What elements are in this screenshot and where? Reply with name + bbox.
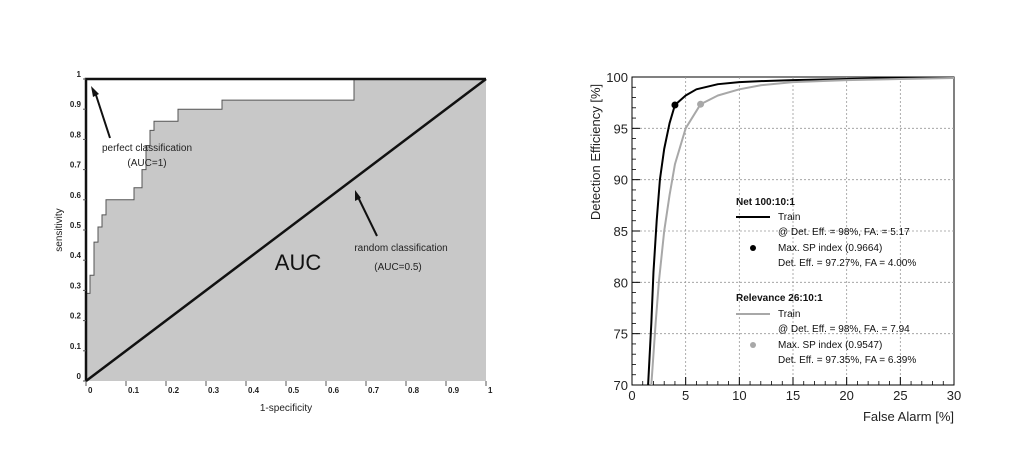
roc-y-tick-label: 0.4 [70,251,82,260]
roc-y-tick-label: 0.5 [70,221,82,230]
legend-group2-line-detail: @ Det. Eff. = 98%, FA. = 7.94 [778,324,910,335]
roc-x-axis-label: 1-specificity [260,403,312,414]
roc-y-tick-label: 0.9 [70,100,82,109]
det-x-tick-label: 30 [947,388,961,403]
perfect-annotation-line2: (AUC=1) [127,158,166,169]
roc-x-tick-label: 0.5 [288,386,300,395]
roc-x-tick-label: 0.4 [248,386,260,395]
roc-empirical-curve [85,78,486,381]
det-y-tick-label: 85 [614,224,628,239]
det-y-tick-label: 80 [614,275,628,290]
det-relevance-maxsp-point [697,100,705,108]
perfect-annotation-arrow [94,91,111,139]
roc-y-tick-label: 0.3 [70,281,82,290]
det-x-tick-label: 25 [893,388,907,403]
det-legend: Net 100:10:1 Train @ Det. Eff. = 98%, FA… [736,197,916,366]
roc-y-tick-label: 0.6 [70,191,82,200]
legend-group2-marker-detail: Det. Eff. = 97.35%, FA = 6.39% [778,355,916,366]
perfect-annotation-arrowhead [91,86,99,97]
roc-y-tick-label: 0.2 [70,312,82,321]
auc-area-label: AUC [275,250,322,275]
det-y-tick-label: 70 [614,378,628,393]
det-x-tick-label: 10 [732,388,746,403]
det-net-curve [647,76,955,386]
roc-x-tick-label: 0.3 [208,386,220,395]
roc-y-axis-label: sensitivity [54,208,65,251]
legend-group1-title: Net 100:10:1 [736,197,795,208]
legend-group1-marker-swatch [750,245,756,251]
roc-x-tick-label: 0 [88,386,93,395]
roc-y-tick-label: 0 [77,372,82,381]
det-net-maxsp-point [671,101,679,109]
det-y-tick-label: 100 [606,70,628,85]
roc-x-tick-label: 0.8 [408,386,420,395]
roc-x-tick-label: 0.7 [368,386,380,395]
legend-group1-line-label: Train [778,212,800,223]
legend-group2-line-label: Train [778,309,800,320]
legend-group2-marker-swatch [750,342,756,348]
roc-y-tick-label: 0.8 [70,130,82,139]
random-annotation-arrowhead [355,190,361,201]
roc-y-tick-label: 0.1 [70,342,82,351]
roc-random-line [85,78,487,382]
legend-group2-marker-label: Max. SP index (0.9547) [778,340,882,351]
roc-y-tick-label: 0.7 [70,161,82,170]
random-annotation-line2: (AUC=0.5) [374,262,422,273]
detection-efficiency-chart: 0 5 10 15 20 25 30 70 75 80 85 90 95 100 False Alarm … [588,70,961,424]
det-y-axis-label: Detection Efficiency [%] [588,84,603,220]
roc-chart: 0 0.1 0.2 0.3 0.4 0.5 0.6 0.7 0.8 0.9 1 0 0.1 0.2 0.3 0… [54,70,493,414]
det-y-tick-label: 90 [614,173,628,188]
det-x-tick-label: 15 [786,388,800,403]
roc-x-tick-label: 0.2 [168,386,180,395]
roc-x-tick-label: 0.1 [128,386,140,395]
det-x-tick-label: 20 [839,388,853,403]
det-x-axis-label: False Alarm [%] [863,409,954,424]
legend-group1-marker-label: Max. SP index (0.9664) [778,243,882,254]
roc-x-tick-label: 0.6 [328,386,340,395]
det-y-tick-label: 75 [614,327,628,342]
det-y-tick-label: 95 [614,121,628,136]
det-x-tick-label: 0 [628,388,635,403]
roc-y-tick-label: 1 [77,70,82,79]
random-annotation-line1: random classification [354,243,447,254]
legend-group1-marker-detail: Det. Eff. = 97.27%, FA = 4.00% [778,258,916,269]
perfect-annotation-line1: perfect classification [102,143,192,154]
det-x-tick-label: 5 [682,388,689,403]
roc-x-tick-label: 0.9 [448,386,460,395]
roc-x-tick-label: 1 [488,386,493,395]
random-annotation-arrow [357,196,378,237]
legend-group1-line-detail: @ Det. Eff. = 98%, FA. = 5.17 [778,227,910,238]
legend-group2-title: Relevance 26:10:1 [736,293,823,304]
